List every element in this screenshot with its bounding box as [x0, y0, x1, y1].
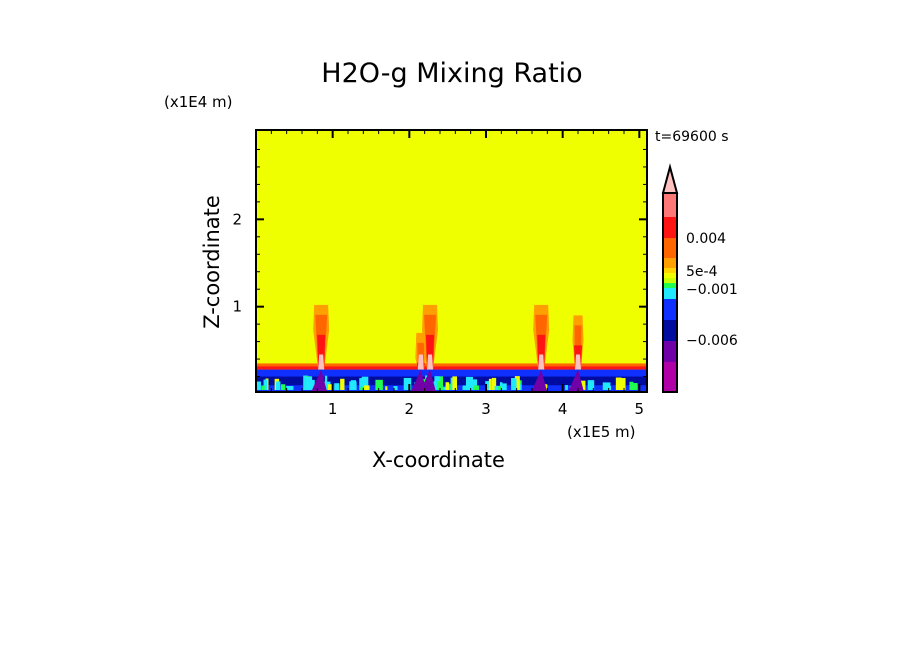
y-unit-label: (x1E4 m) [164, 93, 233, 111]
speckle [442, 386, 448, 390]
colorbar-segment [663, 278, 677, 283]
x-unit-label: (x1E5 m) [567, 423, 636, 441]
speckle [462, 385, 468, 390]
speckle [632, 382, 638, 390]
y-tick-label: 2 [232, 210, 242, 228]
x-tick-label: 3 [481, 400, 491, 418]
speckle [499, 382, 503, 390]
plume-root [531, 369, 548, 392]
speckle [491, 377, 497, 390]
x-tick-label: 4 [558, 400, 568, 418]
colorbar-frame [662, 192, 678, 393]
colorbar-segment [663, 273, 677, 278]
colorbar-segment [663, 341, 677, 362]
plume-base [538, 354, 545, 370]
speckle [436, 381, 440, 390]
speckle [364, 385, 370, 390]
colorbar-segment [663, 283, 677, 288]
speckle [488, 378, 492, 390]
plume-base [427, 354, 434, 370]
plume-base [417, 354, 424, 370]
moist-band-inner [256, 366, 647, 370]
colorbar-segment [663, 238, 677, 258]
plume-root [568, 369, 584, 392]
speckle [473, 385, 479, 390]
speckle [615, 377, 622, 390]
speckle [359, 378, 363, 390]
speckle [511, 377, 516, 390]
speckle [513, 378, 517, 390]
speckle [629, 381, 634, 390]
colorbar-label: −0.001 [686, 282, 738, 298]
colorbar-extend-triangle [661, 163, 679, 194]
plume-base [575, 354, 581, 370]
contour-field [256, 130, 647, 392]
speckle [618, 378, 626, 390]
speckle [449, 383, 452, 390]
plume-root [420, 369, 437, 392]
speckle [275, 382, 281, 390]
x-tick-label: 1 [328, 400, 338, 418]
speckle [469, 379, 478, 390]
colorbar-label: −0.006 [686, 333, 738, 349]
speckle [445, 382, 450, 390]
plume-root [311, 369, 328, 392]
speckle [261, 385, 265, 390]
speckle [502, 383, 507, 390]
speckle [350, 380, 357, 390]
speckle [587, 380, 595, 390]
speckle [375, 379, 383, 390]
speckle [494, 385, 499, 390]
colorbar-segment [663, 193, 677, 217]
colorbar-segment [663, 299, 677, 320]
background-contour [256, 130, 647, 392]
speckle [256, 381, 261, 390]
speckle [393, 386, 398, 390]
speckle [327, 384, 334, 390]
colorbar-segment [663, 217, 677, 238]
x-tick-label: 5 [635, 400, 645, 418]
speckle [498, 385, 501, 390]
speckle [579, 380, 586, 390]
plot-frame [255, 129, 648, 393]
speckle [286, 386, 294, 390]
speckle [403, 377, 412, 390]
x-axis-label: X-coordinate [372, 448, 505, 472]
colorbar-segment [663, 268, 677, 273]
speckle [431, 381, 440, 390]
colorbar-segment [663, 320, 677, 341]
speckle [322, 381, 331, 390]
speckle [565, 385, 568, 390]
time-label: t=69600 s [655, 129, 729, 145]
speckle [465, 382, 470, 390]
speckle [603, 384, 608, 390]
speckle [281, 384, 286, 390]
speckle [308, 379, 315, 390]
speckle [334, 383, 340, 390]
colorbar-segment [663, 288, 677, 299]
speckle [340, 378, 345, 390]
colorbar-segment [663, 258, 677, 268]
speckle [263, 379, 268, 390]
y-tick-label: 1 [232, 298, 242, 316]
x-tick-label: 2 [405, 400, 415, 418]
speckle [452, 376, 458, 390]
speckle [485, 381, 492, 390]
colorbar-label: 0.004 [686, 231, 726, 247]
speckle [385, 386, 388, 390]
chart-title: H2O-g Mixing Ratio [321, 58, 583, 89]
plume-base [318, 354, 325, 370]
colorbar-segment [663, 362, 677, 392]
speckle [514, 376, 520, 390]
colorbar-label: 5e-4 [686, 264, 718, 280]
